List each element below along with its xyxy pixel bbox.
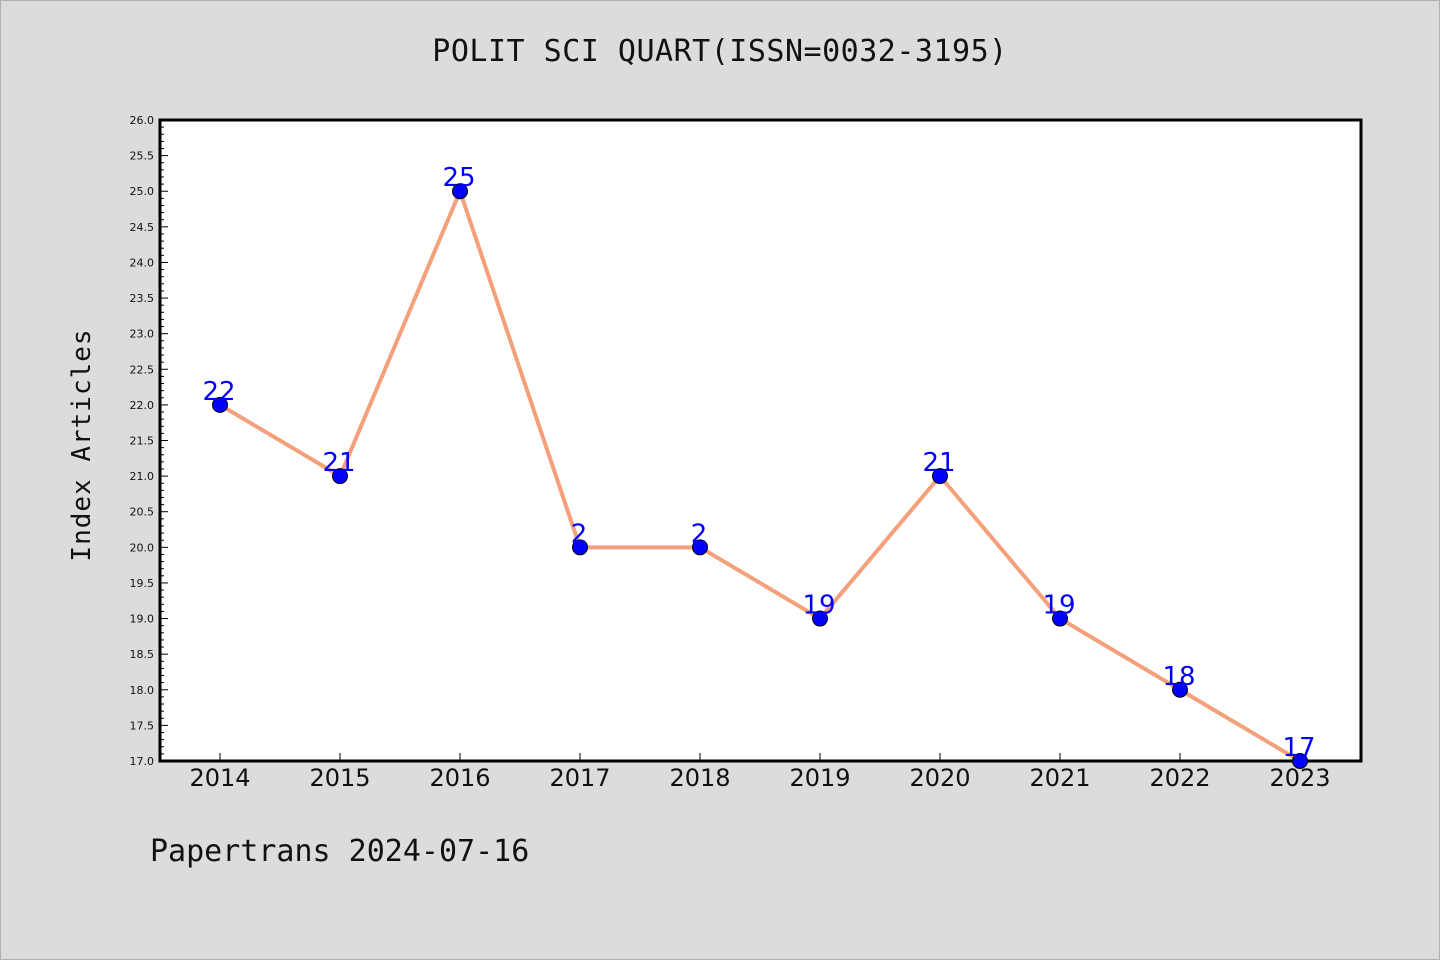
y-tick-label: 20.5	[130, 506, 155, 519]
series-markers	[212, 183, 1308, 769]
chart-title: POLIT SCI QUART(ISSN=0032-3195)	[432, 34, 1008, 69]
data-point	[1172, 681, 1188, 698]
y-tick-label: 21.5	[130, 435, 155, 448]
y-axis-label: Index Articles	[67, 328, 97, 561]
y-tick-label: 19.5	[130, 577, 155, 590]
data-label: 19	[1042, 591, 1075, 621]
data-point	[572, 539, 588, 556]
y-tick-label: 17.5	[130, 719, 155, 732]
plot-area	[158, 118, 1363, 763]
y-tick-label: 24.5	[130, 221, 155, 234]
y-tick-label: 18.5	[130, 648, 155, 661]
y-tick-label: 25.5	[130, 150, 155, 163]
y-tick-label: 26.0	[130, 114, 155, 127]
data-label: 19	[802, 591, 835, 621]
y-tick-label: 17.0	[130, 755, 155, 768]
y-tick-label: 19.0	[130, 613, 155, 626]
y-tick-label: 18.0	[130, 684, 155, 697]
data-label: 21	[922, 448, 955, 478]
data-point	[932, 468, 948, 485]
data-point	[1052, 610, 1068, 627]
data-point	[212, 396, 228, 413]
x-tick-label: 2019	[789, 764, 850, 792]
footer-note: Papertrans 2024-07-16	[150, 834, 530, 869]
x-axis: 2014 2015 2016 2017 2018 2019 2020 2021 2022 2023	[189, 753, 1331, 792]
x-tick-label: 2016	[429, 764, 490, 792]
y-tick-label: 23.0	[130, 328, 155, 341]
data-label: 2	[691, 519, 708, 549]
data-point	[332, 468, 348, 485]
x-tick-label: 2015	[309, 764, 370, 792]
x-tick-label: 2021	[1029, 764, 1090, 792]
x-tick-label: 2018	[669, 764, 730, 792]
y-tick-label: 23.5	[130, 292, 155, 305]
y-tick-label: 20.0	[130, 541, 155, 554]
series-line	[218, 189, 1302, 763]
data-point	[692, 539, 708, 556]
data-label: 21	[322, 448, 355, 478]
data-label: 25	[442, 163, 475, 193]
y-tick-label: 22.0	[130, 399, 155, 412]
data-point	[452, 183, 468, 200]
data-point	[812, 610, 828, 627]
y-tick-label: 22.5	[130, 363, 155, 376]
data-label: 2	[571, 519, 588, 549]
data-label: 22	[202, 377, 235, 407]
x-tick-label: 2022	[1149, 764, 1210, 792]
y-tick-label: 25.0	[130, 185, 155, 198]
data-label: 17	[1282, 733, 1315, 763]
data-label: 18	[1162, 662, 1195, 692]
y-axis: 17.0 17.5 18.0 18.5 19.0 19.5 20.0 20.5 21.0 21.5…	[130, 114, 168, 768]
data-point	[1292, 753, 1308, 769]
y-tick-label: 24.0	[130, 256, 155, 269]
x-tick-label: 2017	[549, 764, 610, 792]
x-tick-label: 2014	[189, 764, 250, 792]
x-tick-label: 2020	[909, 764, 970, 792]
y-tick-label: 21.0	[130, 470, 155, 483]
series-polyline	[218, 189, 1302, 763]
